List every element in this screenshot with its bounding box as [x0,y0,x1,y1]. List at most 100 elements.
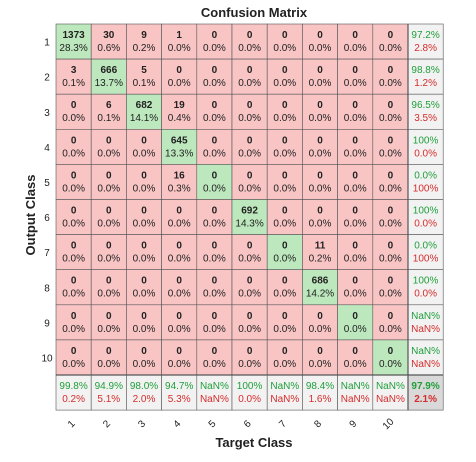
matrix-cell: 0 0.0% [372,304,409,341]
matrix-cell: 0 0.0% [55,234,92,271]
matrix-cell-bg [231,58,268,95]
cell-value: 0 [352,65,358,76]
cell-value: 0 [71,206,77,217]
cell-percent: 0.0% [203,324,226,335]
row-summary-cell-bg [407,304,444,341]
cell-value: 0 [352,276,358,287]
cell-percent: 13.7% [95,78,123,89]
matrix-cell-bg [231,269,268,306]
column-summary-cell: NaN% NaN% [337,374,374,411]
cell-value: 0 [247,346,253,357]
cell-percent: 0.0% [133,254,156,265]
cell-percent: 0.2% [62,394,85,405]
matrix-cell: 0 0.0% [126,269,162,306]
matrix-cell-bg [196,93,233,130]
matrix-cell: 0 0.0% [55,339,92,376]
cell-value: 1 [176,30,182,41]
matrix-cell-bg [302,234,338,271]
matrix-cell-bg [266,93,303,130]
cell-percent: 0.0% [62,359,85,370]
cell-value: 0 [141,241,147,252]
cell-percent: 0.0% [133,289,156,300]
matrix-cell-bg [55,234,92,271]
matrix-cell-bg [196,269,233,306]
matrix-cell-bg [302,304,338,341]
cell-percent: 0.0% [238,289,261,300]
matrix-cell: 0 0.0% [231,129,268,165]
matrix-cell: 0 0.0% [231,58,268,95]
cell-percent: 0.0% [379,324,402,335]
cell-percent: 0.0% [62,324,85,335]
cell-value: 0 [282,241,288,252]
cell-value: 0 [282,170,288,181]
cell-value: 0 [388,346,394,357]
cell-value: 0 [317,30,323,41]
cell-value: 0 [212,241,218,252]
cell-value: 0 [247,241,253,252]
cell-percent: 0.0% [168,324,191,335]
cell-value: 0 [352,206,358,217]
cell-value: 0 [212,30,218,41]
cell-percent: 0.0% [344,113,367,124]
cell-percent: NaN% [376,394,405,405]
row-summary-cell: 100% 0.0% [407,199,444,235]
cell-percent: 100% [413,183,439,194]
matrix-cell-bg [126,339,162,376]
matrix-cell: 0 0.0% [196,129,233,165]
matrix-cell: 0 0.0% [231,93,268,130]
cell-value: 100% [413,135,439,146]
matrix-cell: 0 0.0% [266,58,303,95]
matrix-cell: 0 0.0% [90,234,127,271]
cell-percent: 14.3% [235,219,263,230]
cell-value: 0 [352,170,358,181]
cell-percent: 0.0% [62,289,85,300]
cell-value: 0 [71,170,77,181]
matrix-cell: 0 0.0% [302,23,338,60]
matrix-cell: 0 0.0% [90,164,127,200]
cell-value: 0 [141,170,147,181]
matrix-cell-bg [161,164,198,200]
matrix-cell-bg [126,93,162,130]
cell-percent: 0.0% [344,183,367,194]
matrix-cell: 0 0.0% [55,269,92,306]
cell-value: 0 [141,135,147,146]
matrix-cell: 0 0.0% [55,164,92,200]
cell-value: 0 [282,30,288,41]
cell-value: 0 [212,276,218,287]
matrix-cell: 0 0.0% [372,129,409,165]
cell-percent: 0.0% [203,359,226,370]
cell-value: 0 [141,276,147,287]
cell-value: 0 [106,135,112,146]
matrix-cell: 0 0.0% [90,339,127,376]
cell-value: 0 [247,170,253,181]
matrix-cell-bg [231,234,268,271]
cell-percent: 5.3% [168,394,191,405]
cell-percent: 0.0% [238,394,261,405]
row-summary-cell: 96.5% 3.5% [407,93,444,130]
matrix-cell: 0 0.0% [231,234,268,271]
matrix-cell: 0 0.0% [55,93,92,130]
cell-percent: 0.0% [62,219,85,230]
cell-percent: 0.0% [344,359,367,370]
cell-value: 30 [103,30,115,41]
column-summary-cell: 98.4% 1.6% [302,374,338,411]
cell-percent: 0.0% [238,148,261,159]
cell-value: 686 [312,276,329,287]
column-summary-cell: 94.7% 5.3% [161,374,198,411]
cell-percent: 100% [413,254,439,265]
cell-percent: 0.0% [414,148,437,159]
cell-percent: 0.2% [309,254,332,265]
cell-value: 9 [141,30,147,41]
cell-value: 0 [352,30,358,41]
cell-value: 0 [212,206,218,217]
cell-percent: 2.8% [414,43,437,54]
row-tick-label: 1 [44,38,50,49]
matrix-cell: 0 0.0% [337,58,374,95]
cell-value: 0 [388,241,394,252]
matrix-cell: 0 0.0% [90,129,127,165]
cell-percent: 1.6% [309,394,332,405]
row-tick-label: 7 [44,248,50,259]
cell-percent: 0.0% [97,148,120,159]
cell-value: 1373 [62,30,85,41]
matrix-cell: 0 0.0% [302,58,338,95]
